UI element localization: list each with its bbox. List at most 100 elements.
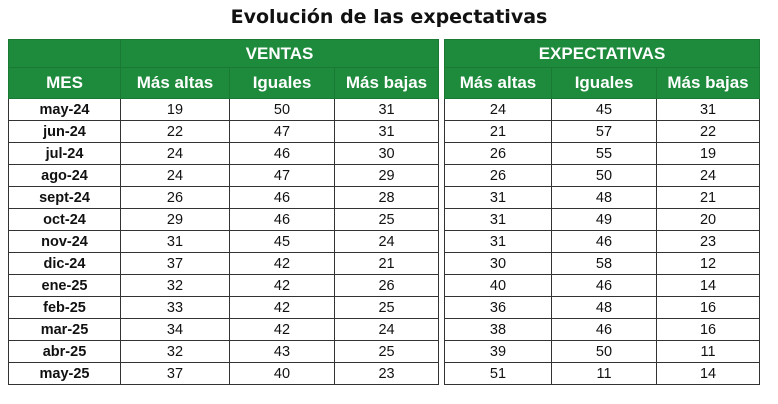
expectativas-value-cell: 58 [551, 252, 657, 275]
ventas-value-cell: 46 [229, 208, 335, 231]
table-row: 31 46 23 [444, 230, 761, 253]
table-row: ago-24 24 47 29 [8, 164, 440, 187]
expectativas-value-cell: 50 [551, 164, 657, 187]
expectativas-value-cell: 11 [655, 340, 761, 363]
table-row: oct-24 29 46 25 [8, 208, 440, 231]
table-row: 26 50 24 [444, 164, 761, 187]
table-row: 24 45 31 [444, 98, 761, 121]
expectativas-value-cell: 14 [655, 274, 761, 297]
ventas-value-cell: 42 [229, 318, 335, 341]
ventas-value-cell: 29 [333, 164, 440, 187]
expectativas-value-cell: 46 [551, 318, 657, 341]
expectativas-value-cell: 38 [444, 318, 552, 341]
table-row: 21 57 22 [444, 120, 761, 143]
expectativas-value-cell: 31 [444, 230, 552, 253]
expectativas-value-cell: 24 [655, 164, 761, 187]
ventas-value-cell: 19 [120, 98, 230, 121]
ventas-table: VENTAS MES Más altas Iguales Más bajas m… [8, 39, 440, 385]
expectativas-value-cell: 36 [444, 296, 552, 319]
month-cell: ago-24 [8, 164, 121, 187]
table-row: ene-25 32 42 26 [8, 274, 440, 297]
table-row: jul-24 24 46 30 [8, 142, 440, 165]
table-row: 26 55 19 [444, 142, 761, 165]
month-cell: oct-24 [8, 208, 121, 231]
expectativas-value-cell: 16 [655, 318, 761, 341]
month-cell: feb-25 [8, 296, 121, 319]
expectativas-value-cell: 31 [655, 98, 761, 121]
table-row: feb-25 33 42 25 [8, 296, 440, 319]
ventas-value-cell: 24 [120, 142, 230, 165]
expectativas-value-cell: 19 [655, 142, 761, 165]
expectativas-value-cell: 31 [444, 208, 552, 231]
table-row: 31 48 21 [444, 186, 761, 209]
expectativas-value-cell: 40 [444, 274, 552, 297]
expectativas-group-header: EXPECTATIVAS [443, 39, 761, 68]
table-row: sept-24 26 46 28 [8, 186, 440, 209]
expectativas-value-cell: 21 [655, 186, 761, 209]
expectativas-value-cell: 49 [551, 208, 657, 231]
month-cell: mar-25 [8, 318, 121, 341]
ventas-value-cell: 24 [333, 318, 440, 341]
expectativas-value-cell: 20 [655, 208, 761, 231]
expectativas-value-cell: 55 [551, 142, 657, 165]
ventas-value-cell: 23 [333, 362, 440, 385]
ventas-value-cell: 22 [120, 120, 230, 143]
expectativas-value-cell: 57 [551, 120, 657, 143]
table-row: may-24 19 50 31 [8, 98, 440, 121]
expectativas-value-cell: 11 [551, 362, 657, 385]
table-row: nov-24 31 45 24 [8, 230, 440, 253]
ventas-value-cell: 29 [120, 208, 230, 231]
expectativas-value-cell: 12 [655, 252, 761, 275]
column-header-exp-iguales: Iguales [551, 67, 657, 99]
expectativas-value-cell: 30 [444, 252, 552, 275]
ventas-value-cell: 32 [120, 274, 230, 297]
expectativas-value-cell: 48 [551, 296, 657, 319]
table-row: 38 46 16 [444, 318, 761, 341]
table-row: dic-24 37 42 21 [8, 252, 440, 275]
ventas-value-cell: 25 [333, 296, 440, 319]
ventas-value-cell: 42 [229, 274, 335, 297]
expectativas-value-cell: 22 [655, 120, 761, 143]
ventas-value-cell: 42 [229, 252, 335, 275]
column-header-exp-mas-altas: Más altas [444, 67, 552, 99]
ventas-value-cell: 46 [229, 142, 335, 165]
expectativas-value-cell: 46 [551, 230, 657, 253]
ventas-value-cell: 31 [120, 230, 230, 253]
ventas-value-cell: 32 [120, 340, 230, 363]
expectativas-value-cell: 23 [655, 230, 761, 253]
month-cell: sept-24 [8, 186, 121, 209]
expectativas-value-cell: 21 [444, 120, 552, 143]
table-row: abr-25 32 43 25 [8, 340, 440, 363]
expectativas-value-cell: 51 [444, 362, 552, 385]
ventas-value-cell: 50 [229, 98, 335, 121]
ventas-value-cell: 40 [229, 362, 335, 385]
table-row: mar-25 34 42 24 [8, 318, 440, 341]
ventas-group-header: VENTAS [119, 39, 440, 68]
ventas-value-cell: 47 [229, 120, 335, 143]
expectativas-value-cell: 45 [551, 98, 657, 121]
table-row: 39 50 11 [444, 340, 761, 363]
month-cell: nov-24 [8, 230, 121, 253]
expectativas-value-cell: 46 [551, 274, 657, 297]
month-cell: dic-24 [8, 252, 121, 275]
ventas-value-cell: 26 [333, 274, 440, 297]
ventas-value-cell: 31 [333, 98, 440, 121]
ventas-value-cell: 43 [229, 340, 335, 363]
month-cell: ene-25 [8, 274, 121, 297]
ventas-value-cell: 45 [229, 230, 335, 253]
expectativas-value-cell: 14 [655, 362, 761, 385]
ventas-value-cell: 28 [333, 186, 440, 209]
expectativas-value-cell: 26 [444, 164, 552, 187]
month-cell: jul-24 [8, 142, 121, 165]
ventas-value-cell: 31 [333, 120, 440, 143]
corner-cell [8, 39, 121, 68]
ventas-value-cell: 25 [333, 208, 440, 231]
ventas-value-cell: 24 [333, 230, 440, 253]
column-header-ventas-mas-bajas: Más bajas [333, 67, 440, 99]
month-cell: abr-25 [8, 340, 121, 363]
expectativas-value-cell: 31 [444, 186, 552, 209]
column-header-ventas-mas-altas: Más altas [120, 67, 230, 99]
column-header-mes: MES [8, 67, 121, 99]
month-cell: jun-24 [8, 120, 121, 143]
expectativas-value-cell: 26 [444, 142, 552, 165]
